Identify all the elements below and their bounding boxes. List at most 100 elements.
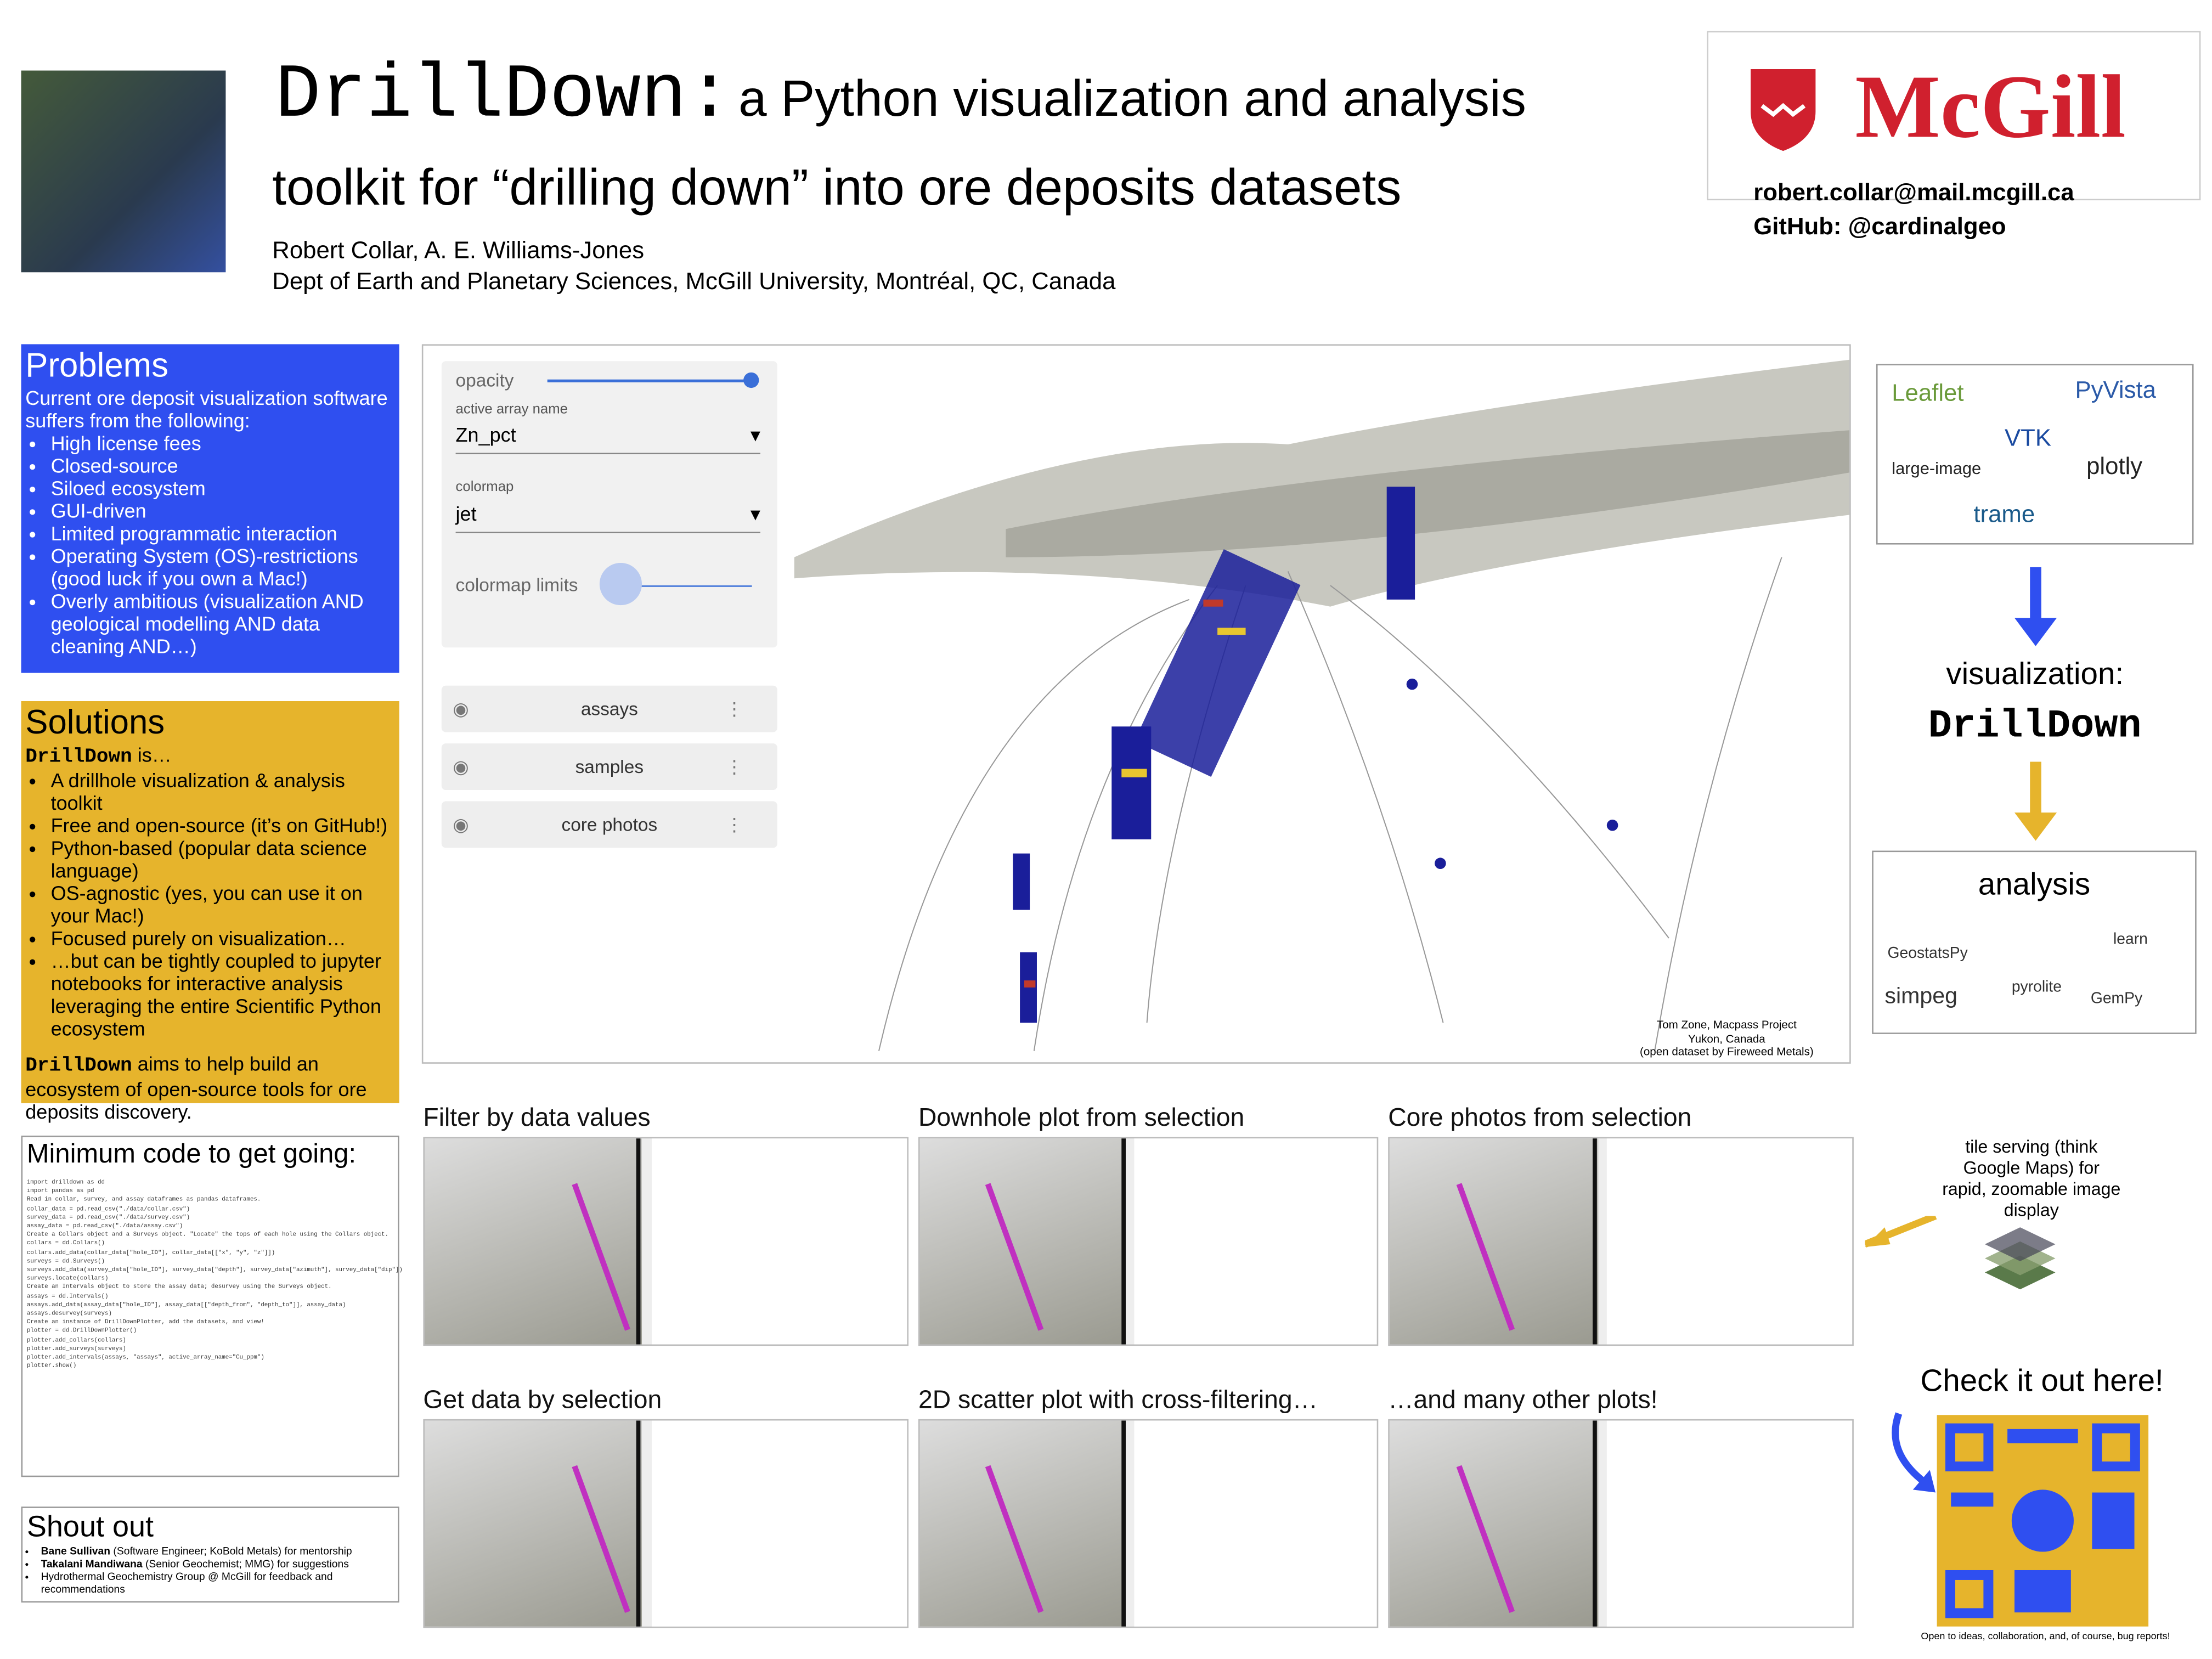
slider-knob[interactable] xyxy=(743,372,759,388)
code-line: assay_data = pd.read_csv("./data/assay.c… xyxy=(26,1224,183,1231)
qr-code[interactable] xyxy=(1937,1415,2149,1627)
code-line: assays.add_data(assay_data["hole_ID"], a… xyxy=(26,1303,346,1309)
shoutout: Shout out Bane Sullivan (Software Engine… xyxy=(21,1506,399,1603)
title-rest: a Python visualization and analysis xyxy=(738,69,1526,127)
text: is… xyxy=(137,743,172,766)
title-mono: DrillDown: xyxy=(275,53,732,140)
viz-name: DrillDown xyxy=(1928,705,2142,749)
logo: GeostatsPy xyxy=(1887,945,1968,962)
scene xyxy=(424,1420,642,1627)
notebook xyxy=(1135,1420,1377,1627)
github: GitHub: @cardinalgeo xyxy=(1753,213,2006,240)
list: A drillhole visualization & analysis too… xyxy=(25,769,395,1040)
item: OS-agnostic (yes, you can use it on your… xyxy=(51,882,395,927)
item: GUI-driven xyxy=(51,499,395,522)
notebook xyxy=(1135,1138,1377,1345)
code-line: plotter.add_intervals(assays, "assays", … xyxy=(26,1356,264,1362)
check: Check it out here! xyxy=(1920,1362,2164,1398)
code-box: Minimum code to get going: import drilld… xyxy=(21,1135,403,1477)
panel-image xyxy=(423,1137,909,1346)
heading: analysis xyxy=(1978,866,2091,902)
name: Takalani Mandiwana xyxy=(41,1557,143,1570)
panel-title: Filter by data values xyxy=(423,1103,651,1132)
slider-knob[interactable] xyxy=(599,562,642,606)
notebook xyxy=(1607,1138,1853,1345)
logo: pyrolite xyxy=(2011,979,2062,996)
layer-row[interactable]: ◉ core photos ⋮ xyxy=(441,801,777,848)
3d-view xyxy=(794,359,1850,1051)
layer-row[interactable]: ◉ assays ⋮ xyxy=(441,685,777,732)
shield xyxy=(1751,69,1816,151)
item: …but can be tightly coupled to jupyter n… xyxy=(51,950,395,1040)
item: Focused purely on visualization… xyxy=(51,927,395,949)
code-line: assays.desurvey(surveys) xyxy=(26,1312,112,1318)
logo: large-image xyxy=(1892,458,1982,478)
panel-image xyxy=(1388,1137,1854,1346)
eye-icon: ◉ xyxy=(453,814,469,836)
slider xyxy=(608,585,752,587)
scene xyxy=(919,1138,1126,1345)
layer-row[interactable]: ◉ samples ⋮ xyxy=(441,743,777,790)
text: aims to help build an ecosystem of open-… xyxy=(25,1052,367,1123)
code-line: collars = dd.Collars() xyxy=(26,1242,105,1248)
code-line: plotter = dd.DrillDownPlotter() xyxy=(26,1329,137,1335)
item: Overly ambitious (visualization AND geol… xyxy=(51,590,395,657)
scene xyxy=(1389,1420,1598,1627)
layer-name: core photos xyxy=(561,814,658,836)
analysis-box: analysis GeostatsPy pyrolite learn simpeg Gem… xyxy=(1872,850,2197,1034)
eye-icon: ◉ xyxy=(453,756,469,777)
code-line: surveys.locate(collars) xyxy=(26,1277,109,1283)
heading: Problems xyxy=(25,347,168,385)
code-line: plotter.show() xyxy=(26,1364,77,1370)
panel-image xyxy=(918,1419,1379,1628)
label: colormap limits xyxy=(455,574,578,596)
logo: trame xyxy=(1973,500,2035,528)
problems: Problems Current ore deposit visualizati… xyxy=(21,344,399,673)
divider xyxy=(1593,1138,1598,1345)
slider xyxy=(547,379,752,382)
caption-line: (open dataset by Fireweed Metals) xyxy=(1640,1045,1814,1058)
logo-box: McGill xyxy=(1707,31,2201,201)
viz-logos: Leaflet PyVista VTK large-image plotly trame xyxy=(1876,364,2194,545)
code-line: plotter.add_surveys(surveys) xyxy=(26,1347,126,1353)
name: Bane Sullivan xyxy=(41,1544,111,1558)
arrow xyxy=(1892,1412,1936,1493)
eye-icon: ◉ xyxy=(453,698,469,720)
item: Takalani Mandiwana (Senior Geochemist; M… xyxy=(41,1558,394,1570)
divider xyxy=(636,1138,641,1345)
logo: VTK xyxy=(2004,424,2051,452)
panel-image xyxy=(423,1419,909,1628)
name: DrillDown xyxy=(25,746,132,769)
viz-label: visualization: xyxy=(1946,656,2124,691)
code-line: collar_data = pd.read_csv("./data/collar… xyxy=(26,1207,190,1213)
authors: Robert Collar, A. E. Williams-Jones xyxy=(272,236,645,264)
select[interactable]: jet ▾ xyxy=(455,502,760,533)
panel-title: …and many other plots! xyxy=(1388,1385,1658,1414)
email: robert.collar@mail.mcgill.ca xyxy=(1753,179,2074,206)
panel-image xyxy=(918,1137,1379,1346)
logo: Leaflet xyxy=(1892,379,1964,407)
code-line: Create an Intervals object to store the … xyxy=(26,1285,332,1291)
code-line: survey_data = pd.read_csv("./data/survey… xyxy=(26,1216,190,1222)
author-photo xyxy=(21,70,226,273)
name: DrillDown xyxy=(25,1055,132,1078)
list: Bane Sullivan (Software Engineer; KoBold… xyxy=(27,1545,394,1596)
divider xyxy=(1593,1420,1598,1627)
heading: Solutions xyxy=(25,704,165,742)
title: DrillDown: a Python visualization and an… xyxy=(275,54,1526,140)
item: Siloed ecosystem xyxy=(51,477,395,499)
value: Zn_pct xyxy=(455,423,516,446)
notebook xyxy=(651,1138,907,1345)
text: (Software Engineer; KoBold Metals) for m… xyxy=(113,1544,352,1558)
label: opacity xyxy=(455,369,514,391)
layer-name: assays xyxy=(580,698,638,720)
code-line: import drilldown as dd xyxy=(26,1181,105,1187)
code: import drilldown as dd import pandas as p… xyxy=(26,1180,403,1372)
label: active array name xyxy=(455,402,568,418)
code-line: surveys = dd.Surveys() xyxy=(26,1259,105,1266)
select[interactable]: Zn_pct ▾ xyxy=(455,423,760,454)
scene xyxy=(919,1420,1126,1627)
scene xyxy=(1389,1138,1598,1345)
